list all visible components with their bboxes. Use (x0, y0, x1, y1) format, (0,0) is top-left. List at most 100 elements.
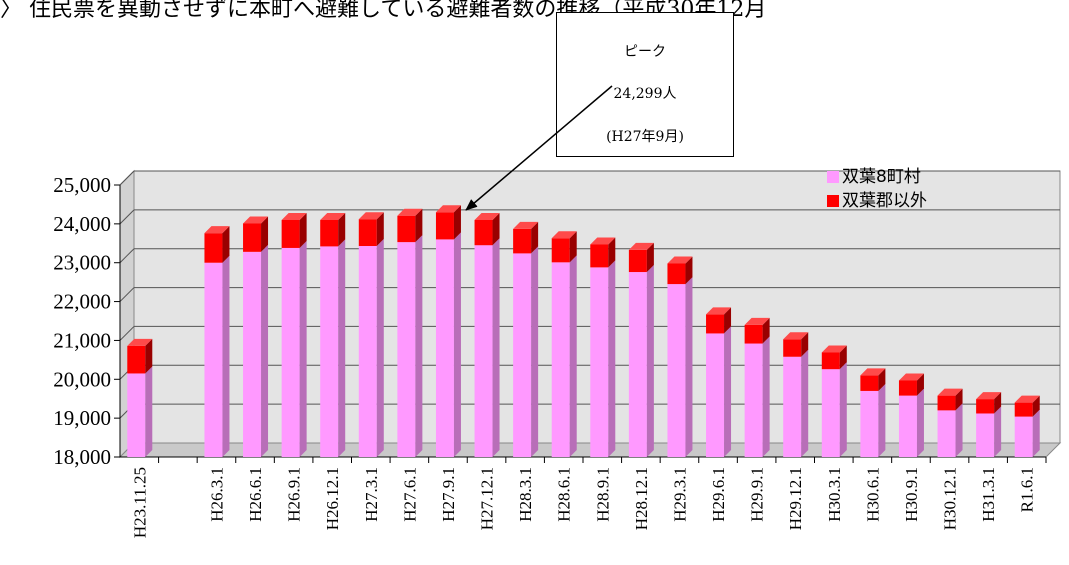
bar-futaba8 (551, 262, 570, 457)
bar-outside-side (222, 226, 230, 263)
bar-top-face (783, 332, 809, 340)
bar-outside (204, 233, 223, 263)
bar-futaba8-side (531, 246, 539, 457)
bar-futaba8-side (608, 260, 616, 457)
legend-label-futaba8: 双葉8町村 (842, 167, 921, 187)
bar-futaba8 (320, 246, 339, 457)
bar-outside-side (839, 345, 847, 370)
bar-top-face (474, 212, 500, 220)
bar-outside (590, 244, 609, 268)
gridline-diagonal (119, 248, 135, 264)
x-tick-label: H27.9.1 (439, 467, 458, 522)
bar-outside (667, 263, 686, 285)
bar-futaba8 (358, 246, 377, 457)
x-tick-label: H30.12.1 (941, 467, 960, 530)
bar-outside-side (299, 212, 307, 248)
bar-outside (860, 375, 879, 391)
bar-top-face (744, 317, 770, 325)
bar-futaba8-side (453, 232, 461, 457)
x-tick-label: H29.3.1 (670, 467, 689, 522)
bar-outside-side (724, 307, 732, 334)
bar-outside (898, 380, 917, 396)
gridline-diagonal (119, 326, 135, 341)
bar-futaba8-side (916, 388, 924, 457)
x-tick-label: H29.12.1 (786, 467, 805, 530)
bar-outside (1014, 402, 1033, 417)
x-tick-label: H27.12.1 (478, 467, 497, 530)
bar-outside-side (453, 205, 461, 240)
bar-top-face (281, 212, 307, 220)
bar-outside-side (145, 338, 153, 374)
bar-outside (513, 228, 532, 254)
legend-label-outside: 双葉郡以外 (842, 191, 927, 211)
bar-futaba8 (1014, 416, 1033, 457)
bar-futaba8-side (222, 255, 230, 457)
x-tick-label: H30.9.1 (902, 467, 921, 522)
peak-callout-title: ピーク (624, 44, 666, 60)
bar-futaba8-side (492, 238, 500, 457)
x-tick-label: H27.3.1 (362, 467, 381, 522)
bar-top-face (706, 307, 732, 315)
y-tick-label: 21,000 (53, 328, 111, 352)
gridline-diagonal (119, 209, 135, 225)
legend: 双葉8町村 双葉郡以外 (827, 167, 927, 211)
bar-outside (127, 345, 146, 374)
bar-outside (706, 314, 725, 334)
gridline-diagonal (119, 287, 135, 302)
bar-futaba8 (397, 242, 416, 457)
y-tick-label: 24,000 (53, 212, 111, 236)
x-tick-label: H27.6.1 (400, 467, 419, 522)
bar-futaba8 (204, 262, 223, 457)
bar-outside (243, 223, 262, 252)
bar-futaba8 (474, 245, 493, 457)
peak-callout-value: 24,299人 (613, 86, 677, 102)
bar-futaba8-side (415, 235, 423, 457)
x-tick-label: H26.9.1 (285, 467, 304, 522)
bar-outside (320, 219, 339, 247)
bar-top-face (551, 231, 577, 239)
bar-futaba8-side (801, 349, 809, 457)
callout-arrow (465, 85, 613, 211)
bar-outside (783, 339, 802, 357)
bar-outside (397, 215, 416, 243)
bar-top-face (435, 205, 461, 213)
bar-outside (628, 249, 647, 273)
bar-futaba8-side (878, 383, 886, 457)
legend-swatch-outside (827, 195, 839, 207)
bar-top-face (937, 388, 963, 396)
bar-futaba8 (513, 253, 532, 457)
bar-futaba8 (706, 333, 725, 457)
x-tick-label: H28.12.1 (632, 467, 651, 530)
bar-top-face (1014, 395, 1040, 403)
x-tick-label: H29.9.1 (748, 467, 767, 522)
bar-futaba8-side (762, 336, 770, 457)
bar-top-face (860, 368, 886, 376)
bar-futaba8 (783, 356, 802, 457)
bar-outside-side (1032, 395, 1040, 417)
x-tick-label: H26.3.1 (207, 467, 226, 522)
x-tick-label: H23.11.25 (130, 467, 149, 538)
bar-outside-side (878, 368, 886, 391)
x-tick-label: H26.6.1 (246, 467, 265, 522)
legend-swatch-futaba8 (827, 171, 839, 183)
bar-futaba8-side (1032, 409, 1040, 457)
x-tick-label: H28.6.1 (555, 467, 574, 522)
bar-outside-side (762, 317, 770, 344)
bar-outside (744, 324, 763, 344)
bar-top-face (320, 212, 346, 220)
bar-futaba8-side (376, 239, 384, 457)
bar-outside-side (569, 231, 577, 263)
bar-futaba8-side (569, 255, 577, 457)
bar-futaba8 (127, 373, 146, 457)
bar-futaba8-side (261, 244, 269, 457)
bar-top-face (127, 338, 153, 346)
x-tick-label: H29.6.1 (709, 467, 728, 522)
bar-futaba8 (628, 272, 647, 457)
bar-outside-side (994, 392, 1002, 414)
bar-futaba8 (243, 251, 262, 457)
x-tick-label: H30.3.1 (825, 467, 844, 522)
y-tick-label: 19,000 (53, 406, 111, 430)
bar-outside-side (531, 221, 539, 254)
bar-outside (551, 238, 570, 263)
